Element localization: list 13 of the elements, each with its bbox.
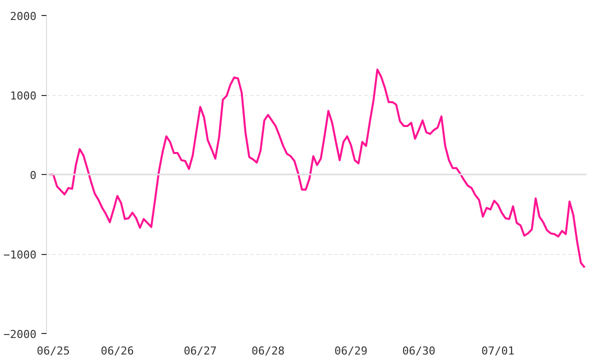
x-tick-label: 06/29 — [334, 344, 368, 358]
x-tick-label: 06/26 — [100, 344, 134, 358]
y-tick-label: −2000 — [3, 328, 37, 341]
y-tick-label: −1000 — [3, 248, 37, 262]
x-tick-label: 06/28 — [252, 344, 285, 358]
x-tick-label: 06/30 — [402, 344, 436, 358]
y-tick-label: 1000 — [10, 90, 37, 102]
line-series — [48, 68, 586, 269]
y-tick-label: 0 — [30, 169, 36, 182]
y-tick-label: 2000 — [10, 10, 37, 23]
x-tick-label: 07/01 — [481, 344, 515, 358]
x-tick-label: 06/27 — [184, 344, 217, 358]
x-tick-label: 06/25 — [36, 344, 70, 358]
